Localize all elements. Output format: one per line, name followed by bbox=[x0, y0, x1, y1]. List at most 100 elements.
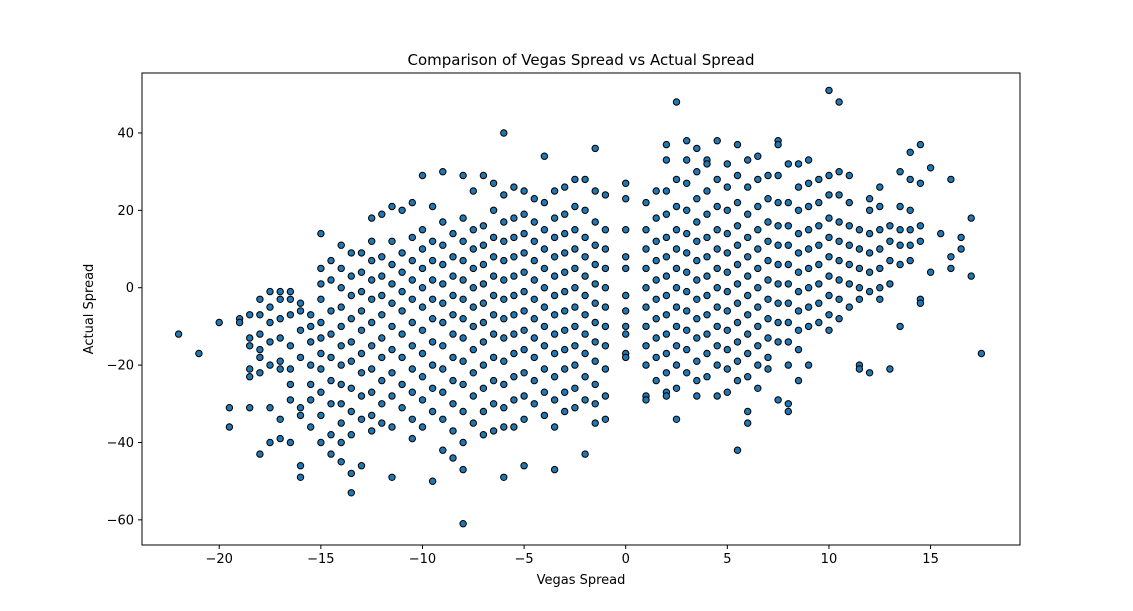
data-point bbox=[683, 249, 691, 257]
data-point bbox=[439, 342, 447, 350]
data-point bbox=[489, 179, 498, 188]
data-point bbox=[449, 291, 457, 300]
data-point bbox=[672, 98, 681, 106]
data-point bbox=[683, 369, 691, 377]
data-point bbox=[733, 140, 742, 149]
data-point bbox=[876, 202, 884, 211]
x-tick-label: 5 bbox=[723, 552, 731, 567]
points-layer bbox=[174, 86, 986, 528]
data-point bbox=[520, 415, 528, 423]
data-point bbox=[693, 334, 701, 342]
data-point bbox=[388, 392, 396, 400]
data-point bbox=[571, 342, 579, 350]
data-point bbox=[510, 396, 518, 404]
data-point bbox=[317, 365, 325, 373]
data-point bbox=[581, 349, 589, 358]
data-point bbox=[428, 477, 437, 485]
data-point bbox=[723, 365, 731, 373]
data-point bbox=[754, 361, 762, 369]
data-point bbox=[804, 202, 813, 211]
data-point bbox=[561, 407, 569, 416]
data-point bbox=[662, 272, 671, 280]
data-point bbox=[622, 226, 630, 234]
data-point bbox=[855, 226, 864, 234]
data-point bbox=[845, 303, 853, 311]
data-point bbox=[256, 330, 264, 338]
data-point bbox=[916, 237, 925, 246]
data-point bbox=[591, 318, 599, 327]
data-point bbox=[764, 256, 772, 265]
data-point bbox=[317, 280, 325, 288]
data-point bbox=[428, 202, 437, 211]
y-axis-ticks: −60 −40 −20 0 20 40 bbox=[107, 126, 142, 528]
data-point bbox=[368, 276, 376, 284]
data-point bbox=[307, 380, 315, 389]
data-point bbox=[896, 202, 904, 211]
data-point bbox=[876, 284, 884, 292]
data-point bbox=[489, 427, 498, 435]
data-point bbox=[672, 264, 681, 273]
data-point bbox=[815, 175, 823, 184]
data-point bbox=[246, 342, 254, 350]
data-point bbox=[266, 318, 274, 327]
data-point bbox=[794, 206, 803, 215]
data-point bbox=[571, 245, 579, 253]
data-point bbox=[845, 222, 853, 230]
data-point bbox=[337, 303, 345, 311]
data-point bbox=[489, 233, 498, 242]
data-point bbox=[428, 256, 437, 265]
data-point bbox=[855, 245, 864, 253]
data-point bbox=[794, 160, 803, 168]
data-point bbox=[489, 206, 498, 215]
data-point bbox=[398, 268, 406, 276]
data-point bbox=[459, 276, 467, 284]
data-point bbox=[591, 299, 599, 307]
data-point bbox=[754, 342, 762, 350]
data-point bbox=[378, 210, 386, 218]
data-point bbox=[357, 268, 366, 276]
data-point bbox=[642, 342, 650, 350]
data-point bbox=[865, 249, 874, 257]
data-point bbox=[764, 295, 772, 303]
data-point bbox=[489, 311, 498, 319]
data-point bbox=[754, 175, 762, 184]
data-point bbox=[662, 233, 671, 242]
data-point bbox=[652, 334, 660, 342]
data-point bbox=[865, 287, 874, 296]
data-point bbox=[642, 198, 650, 207]
data-point bbox=[439, 218, 447, 226]
data-point bbox=[794, 345, 803, 354]
data-point bbox=[876, 226, 884, 234]
data-point bbox=[520, 392, 528, 400]
data-point bbox=[744, 156, 752, 164]
data-point bbox=[794, 307, 803, 315]
data-point bbox=[835, 98, 843, 106]
data-point bbox=[368, 295, 376, 303]
data-point bbox=[825, 191, 833, 199]
data-point bbox=[459, 315, 467, 323]
data-point bbox=[347, 315, 355, 323]
data-point bbox=[439, 241, 447, 249]
data-point bbox=[774, 318, 782, 327]
data-point bbox=[479, 407, 488, 416]
data-point bbox=[703, 233, 711, 242]
data-point bbox=[713, 284, 721, 292]
data-point bbox=[337, 419, 345, 427]
data-point bbox=[479, 280, 488, 288]
data-point bbox=[378, 291, 386, 300]
data-point bbox=[388, 299, 396, 307]
data-point bbox=[418, 396, 427, 404]
data-point bbox=[601, 284, 610, 292]
data-point bbox=[845, 280, 853, 288]
data-point bbox=[286, 342, 295, 350]
data-point bbox=[479, 431, 488, 439]
data-point bbox=[561, 287, 569, 296]
data-point bbox=[835, 295, 843, 303]
data-point bbox=[916, 140, 925, 149]
data-point bbox=[713, 392, 721, 400]
data-point bbox=[703, 272, 711, 280]
data-point bbox=[581, 175, 589, 184]
data-point bbox=[581, 253, 589, 261]
data-point bbox=[754, 202, 762, 211]
data-point bbox=[693, 357, 701, 365]
